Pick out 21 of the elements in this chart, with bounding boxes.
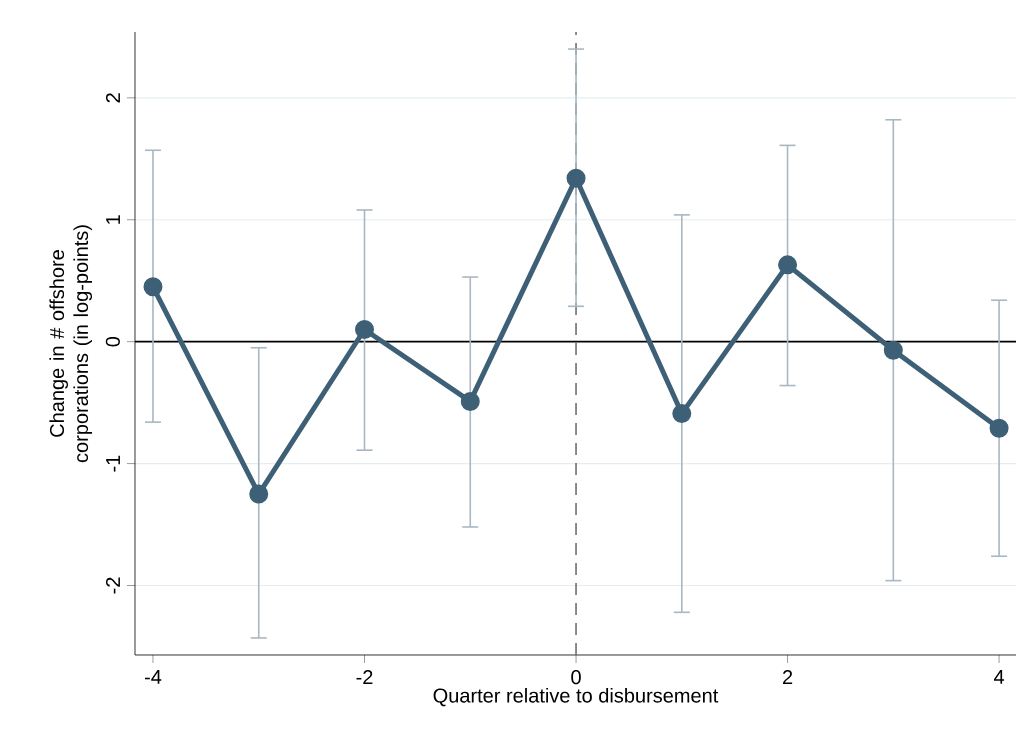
- point: [672, 404, 692, 424]
- point: [778, 255, 798, 275]
- y-axis-title: Change in # offshore corporations (in log-points): [49, 225, 93, 463]
- x-tick-label: -4: [144, 670, 162, 684]
- x-tick-label: 4: [993, 670, 1005, 684]
- x-tick-label: 0: [571, 670, 581, 685]
- y-tick-label: 2: [105, 93, 120, 103]
- x-tick-label: -2: [356, 670, 373, 685]
- point: [355, 319, 374, 339]
- y-tick-label: 0: [105, 336, 120, 347]
- y-tick-label: 1: [106, 215, 120, 224]
- point: [249, 484, 269, 504]
- point: [566, 168, 586, 188]
- y-tick-label: -2: [105, 577, 120, 594]
- point: [883, 340, 903, 360]
- y-tick-label: -1: [106, 455, 120, 472]
- x-tick-label: 2: [783, 670, 793, 685]
- point: [989, 418, 1009, 438]
- x-axis-title: Quarter relative to disbursement: [433, 687, 719, 707]
- point: [143, 277, 163, 297]
- point: [460, 391, 480, 411]
